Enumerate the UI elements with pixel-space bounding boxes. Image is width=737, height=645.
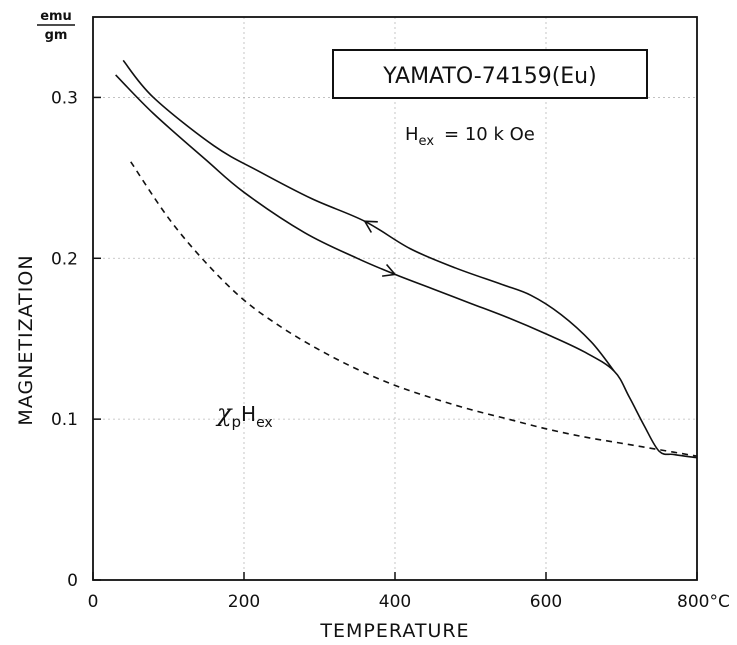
series-group [115, 59, 698, 459]
title-box [332, 49, 648, 99]
y-axis-title: MAGNETIZATION [15, 254, 37, 425]
x-tick-label: 0 [88, 592, 99, 612]
x-tick-label: 800°C [677, 592, 730, 612]
axis-ticks: 0 200 400 600 800°C 0 0.1 0.2 0.3 [51, 88, 730, 612]
x-tick-label: 400 [379, 592, 411, 612]
chi-subscript: p [231, 413, 241, 431]
chi-main: H [241, 402, 256, 426]
field-value: = 10 k Oe [444, 124, 535, 145]
x-tick-label: 600 [530, 592, 562, 612]
x-tick-label: 200 [228, 592, 260, 612]
heating-curve [115, 74, 698, 459]
chi-symbol: χ [215, 399, 233, 427]
y-tick-label: 0.3 [51, 88, 78, 108]
y-units-denominator: gm [45, 28, 68, 43]
y-tick-label: 0 [67, 571, 78, 591]
cooling-curve [122, 59, 615, 372]
y-tick-label: 0.1 [51, 410, 78, 430]
x-axis-title: TEMPERATURE [319, 620, 469, 642]
cooling-arrow [363, 220, 378, 233]
chi-main-subscript: ex [256, 415, 273, 431]
y-units-numerator: emu [40, 9, 72, 24]
y-tick-label: 0.2 [51, 249, 78, 269]
heating-arrow [382, 263, 397, 277]
field-subscript: ex [419, 134, 435, 149]
susceptibility-dashed-curve [130, 161, 698, 457]
field-annotation: Hex = 10 k Oe [405, 124, 535, 149]
chart-title: YAMATO-74159(Eu) [382, 64, 596, 89]
dashed-curve-label: χpHex [215, 399, 273, 431]
grid [93, 17, 697, 580]
field-prefix: H [405, 124, 419, 145]
